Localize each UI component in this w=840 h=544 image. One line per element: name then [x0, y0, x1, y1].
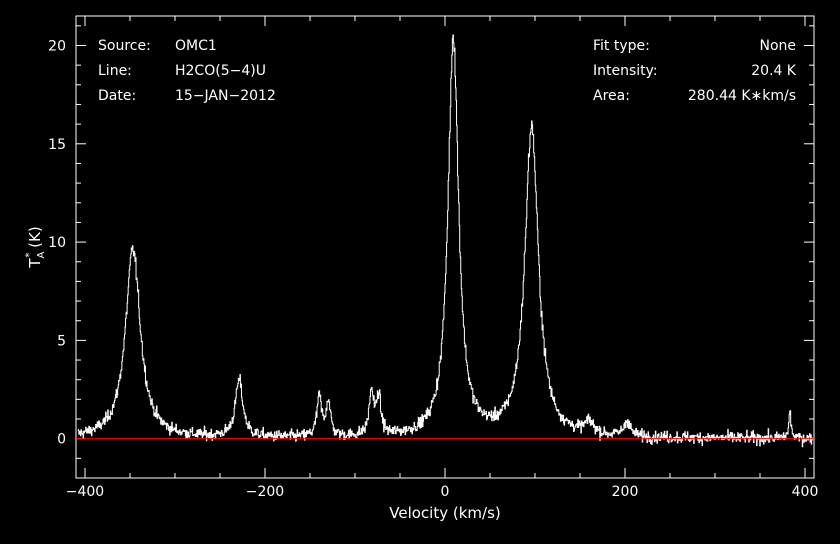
y-tick-label: 15: [48, 137, 66, 153]
x-tick-label: 400: [792, 484, 819, 500]
annotation-right-key: Intensity:: [593, 63, 658, 79]
y-tick-label: 5: [57, 333, 66, 349]
x-tick-label: −400: [66, 484, 104, 500]
annotation-left-value: H2CO(5−4)U: [175, 63, 266, 79]
x-tick-label: 200: [612, 484, 639, 500]
y-tick-label: 10: [48, 235, 66, 251]
spectrum-line: [77, 34, 813, 448]
y-tick-label: 20: [48, 38, 66, 54]
annotation-right-value: 20.4 K: [751, 63, 797, 79]
x-tick-label: −200: [246, 484, 284, 500]
annotations-left: Source: OMC1 Line: H2CO(5−4)U Date: 15−JAN−20…: [98, 38, 276, 104]
x-tick-label: 0: [441, 484, 450, 500]
annotation-left-value: 15−JAN−2012: [175, 88, 276, 104]
annotations-right: Fit type: None Intensity: 20.4 K Area: 280.44…: [593, 38, 797, 104]
y-axis-title-T: T: [26, 258, 44, 269]
annotation-left-key: Line:: [98, 63, 132, 79]
annotation-right-key: Area:: [593, 88, 630, 104]
annotation-right-value: None: [759, 38, 796, 54]
y-axis-title: TA* (K): [24, 226, 47, 268]
axis-tick-labels: −400 −200 0 200 400 0 5 10 15 20: [48, 38, 818, 500]
y-axis-title-sub: A: [36, 251, 47, 258]
x-axis-title: Velocity (km/s): [389, 504, 500, 522]
annotation-left-key: Date:: [98, 88, 136, 104]
svg-text:TA* (K): TA* (K): [24, 226, 47, 268]
y-axis-title-star: *: [24, 253, 35, 258]
annotation-left-value: OMC1: [175, 38, 217, 54]
annotation-right-key: Fit type:: [593, 38, 650, 54]
y-tick-label: 0: [57, 432, 66, 448]
y-axis-title-unit: (K): [26, 226, 44, 252]
annotation-left-key: Source:: [98, 38, 151, 54]
annotation-right-value: 280.44 K∗km/s: [688, 88, 796, 104]
